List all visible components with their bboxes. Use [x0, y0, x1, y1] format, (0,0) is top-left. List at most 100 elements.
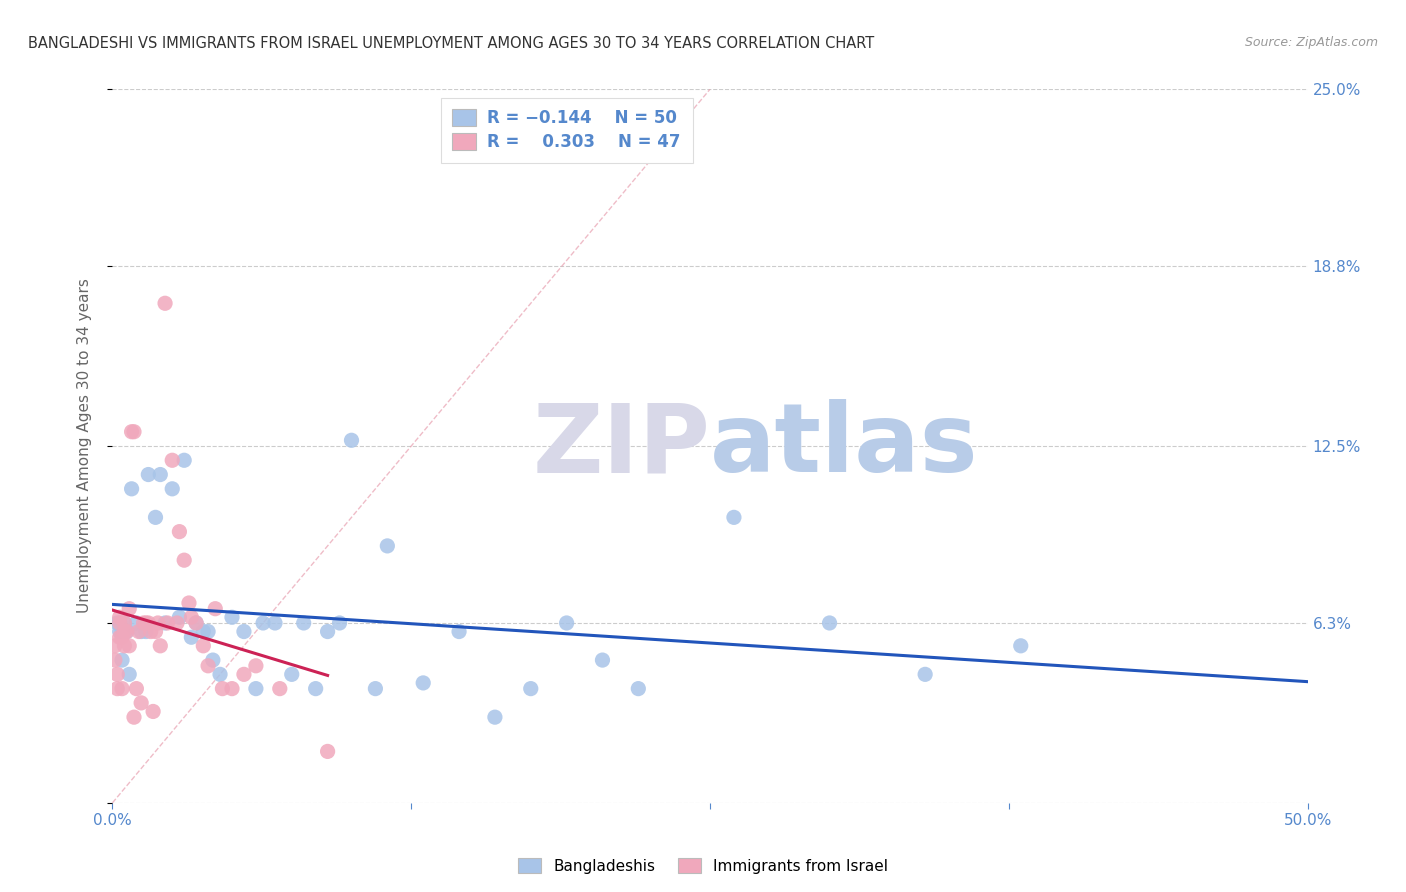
Point: [104, 639, 127, 653]
Text: ZIP: ZIP: [531, 400, 710, 492]
Point: [245, 658, 267, 673]
Point: [412, 676, 434, 690]
Point: [105, 615, 128, 630]
Point: [108, 624, 131, 639]
Point: [169, 524, 191, 539]
Point: [177, 596, 200, 610]
Point: [122, 710, 145, 724]
Point: [340, 434, 363, 448]
Point: [121, 482, 143, 496]
Point: [138, 615, 160, 630]
Point: [221, 681, 243, 696]
Point: [118, 667, 141, 681]
Text: BANGLADESHI VS IMMIGRANTS FROM ISRAEL UNEMPLOYMENT AMONG AGES 30 TO 34 YEARS COR: BANGLADESHI VS IMMIGRANTS FROM ISRAEL UN…: [28, 36, 875, 51]
Point: [201, 653, 224, 667]
Point: [122, 425, 145, 439]
Point: [114, 639, 135, 653]
Point: [316, 744, 339, 758]
Point: [108, 615, 131, 630]
Point: [138, 467, 160, 482]
Point: [180, 610, 202, 624]
Point: [233, 667, 256, 681]
Point: [193, 624, 215, 639]
Point: [305, 681, 328, 696]
Point: [592, 653, 614, 667]
Point: [555, 615, 578, 630]
Point: [329, 615, 352, 630]
Point: [269, 681, 291, 696]
Point: [316, 624, 339, 639]
Legend: R = −0.144    N = 50, R =    0.303    N = 47: R = −0.144 N = 50, R = 0.303 N = 47: [440, 97, 693, 163]
Point: [108, 630, 131, 644]
Point: [193, 639, 215, 653]
Point: [108, 610, 131, 624]
Point: [108, 615, 131, 630]
Point: [111, 653, 134, 667]
Point: [292, 615, 315, 630]
Point: [281, 667, 304, 681]
Point: [169, 610, 191, 624]
Point: [104, 653, 127, 667]
Point: [173, 553, 195, 567]
Point: [142, 705, 165, 719]
Legend: Bangladeshis, Immigrants from Israel: Bangladeshis, Immigrants from Israel: [512, 852, 894, 880]
Point: [105, 667, 128, 681]
Point: [114, 624, 135, 639]
Point: [139, 624, 162, 639]
Point: [186, 615, 208, 630]
Point: [211, 681, 233, 696]
Point: [723, 510, 745, 524]
Point: [111, 681, 134, 696]
Point: [135, 615, 157, 630]
Point: [114, 615, 135, 630]
Point: [914, 667, 936, 681]
Point: [115, 624, 138, 639]
Point: [209, 667, 232, 681]
Point: [153, 615, 176, 630]
Point: [197, 658, 219, 673]
Point: [377, 539, 399, 553]
Point: [264, 615, 287, 630]
Point: [197, 624, 219, 639]
Point: [129, 624, 152, 639]
Point: [135, 624, 157, 639]
Point: [233, 624, 256, 639]
Point: [146, 615, 169, 630]
Point: [162, 453, 183, 467]
Text: atlas: atlas: [710, 400, 979, 492]
Point: [114, 615, 135, 630]
Point: [111, 624, 134, 639]
Point: [221, 610, 243, 624]
Point: [105, 681, 128, 696]
Point: [125, 681, 148, 696]
Point: [364, 681, 387, 696]
Point: [115, 624, 138, 639]
Point: [118, 639, 141, 653]
Point: [111, 630, 134, 644]
Text: Source: ZipAtlas.com: Source: ZipAtlas.com: [1244, 36, 1378, 49]
Point: [145, 510, 167, 524]
Point: [145, 624, 167, 639]
Point: [125, 615, 148, 630]
Point: [180, 630, 202, 644]
Point: [129, 696, 152, 710]
Point: [627, 681, 650, 696]
Point: [173, 453, 195, 467]
Point: [252, 615, 274, 630]
Point: [204, 601, 226, 615]
Point: [153, 296, 176, 310]
Point: [128, 624, 150, 639]
Point: [1320, 676, 1343, 690]
Point: [149, 467, 172, 482]
Point: [520, 681, 543, 696]
Point: [121, 425, 143, 439]
Point: [1010, 639, 1032, 653]
Point: [166, 615, 188, 630]
Point: [132, 615, 155, 630]
Y-axis label: Unemployment Among Ages 30 to 34 years: Unemployment Among Ages 30 to 34 years: [77, 278, 91, 614]
Point: [118, 601, 141, 615]
Point: [162, 482, 183, 496]
Point: [156, 615, 179, 630]
Point: [818, 615, 841, 630]
Point: [245, 681, 267, 696]
